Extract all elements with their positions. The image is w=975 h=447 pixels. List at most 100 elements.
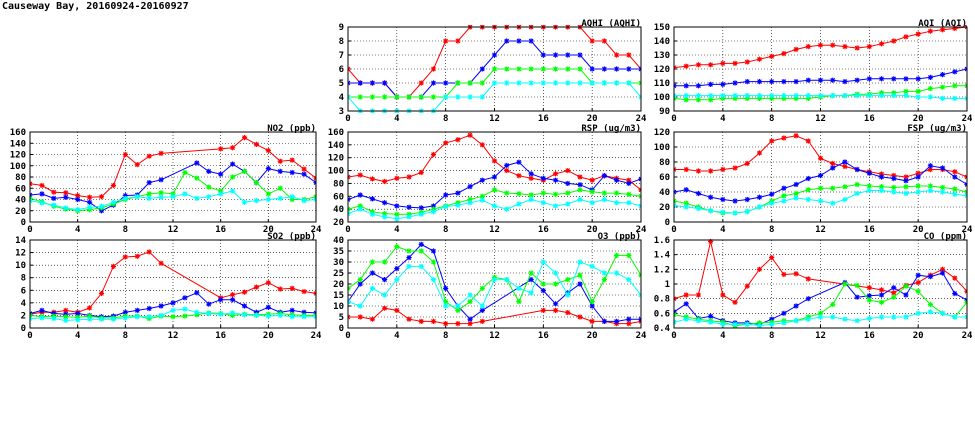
plot-frame <box>29 239 317 329</box>
data-point <box>86 305 93 311</box>
data-point <box>430 318 437 324</box>
data-point <box>455 202 461 208</box>
x-tick-label: 12 <box>489 331 500 341</box>
series-blue <box>674 159 967 204</box>
data-point <box>817 172 824 179</box>
data-point <box>158 177 164 183</box>
data-point <box>769 191 775 197</box>
data-point <box>357 80 363 86</box>
data-point <box>793 93 799 99</box>
data-point <box>394 307 400 313</box>
data-point <box>769 316 775 322</box>
series-blue <box>674 66 967 89</box>
data-point <box>265 196 271 203</box>
data-point <box>952 290 958 297</box>
data-point <box>577 66 583 72</box>
x-tick-label: 8 <box>443 331 448 341</box>
data-point <box>720 166 726 173</box>
data-point <box>708 194 714 200</box>
data-point <box>756 204 763 210</box>
data-point <box>756 93 763 99</box>
data-point <box>528 196 534 203</box>
data-point <box>357 303 363 309</box>
data-point <box>854 318 860 324</box>
x-tick-label: 12 <box>489 225 500 235</box>
data-point <box>357 94 363 100</box>
chart-title: FSP (ug/m3) <box>907 124 967 134</box>
data-point <box>394 203 400 209</box>
data-point <box>418 248 424 254</box>
data-point <box>406 316 412 322</box>
x-tick-label: 0 <box>27 331 32 341</box>
x-tick-label: 24 <box>636 331 647 341</box>
data-point <box>63 194 69 200</box>
data-point <box>51 202 57 208</box>
data-point <box>430 209 437 215</box>
y-tick-label: 8 <box>339 37 344 47</box>
data-point <box>927 74 933 80</box>
data-point <box>793 303 799 309</box>
data-point <box>467 316 473 322</box>
data-point <box>793 318 799 324</box>
data-point <box>357 206 363 212</box>
data-point <box>443 285 449 291</box>
x-tick-label: 8 <box>769 331 774 341</box>
data-point <box>491 174 498 180</box>
data-point <box>866 44 872 50</box>
y-tick-label: 20 <box>333 218 344 228</box>
data-point <box>878 93 885 99</box>
data-point <box>601 196 607 203</box>
data-point <box>357 172 363 178</box>
data-point <box>589 38 595 44</box>
data-point <box>218 191 224 197</box>
data-point <box>769 95 775 101</box>
data-point <box>455 303 461 309</box>
data-point <box>301 166 307 172</box>
data-point <box>467 299 473 305</box>
data-point <box>626 80 632 86</box>
data-point <box>39 307 45 313</box>
data-point <box>516 285 522 291</box>
data-point <box>939 72 946 78</box>
data-point <box>952 83 958 89</box>
data-point <box>695 318 702 324</box>
data-point <box>613 190 620 196</box>
data-point <box>805 138 811 144</box>
x-tick-label: 4 <box>720 114 726 124</box>
x-tick-label: 24 <box>636 225 647 235</box>
x-tick-label: 8 <box>769 225 774 235</box>
y-tick-label: 100 <box>654 93 670 103</box>
x-tick-label: 16 <box>864 225 875 235</box>
data-point <box>720 196 726 203</box>
data-point <box>939 84 946 90</box>
data-point <box>455 80 461 86</box>
data-point <box>552 301 559 307</box>
data-point <box>708 319 714 325</box>
y-tick-label: 9 <box>339 23 344 33</box>
y-tick-label: 5 <box>339 79 344 89</box>
data-point <box>903 88 909 94</box>
data-point <box>443 303 449 309</box>
y-tick-label: 0 <box>665 218 670 228</box>
data-point <box>915 189 921 195</box>
data-point <box>540 190 546 196</box>
series-green <box>674 83 967 103</box>
y-tick-label: 160 <box>328 128 344 138</box>
data-point <box>903 292 909 298</box>
data-point <box>63 314 69 320</box>
page-title: Causeway Bay, 20160924-20160927 <box>2 1 189 12</box>
data-point <box>369 211 376 217</box>
y-tick-label: 0 <box>339 324 344 334</box>
data-point <box>952 191 958 197</box>
data-point <box>504 206 510 212</box>
data-point <box>952 174 958 180</box>
y-tick-label: 100 <box>10 162 26 172</box>
data-point <box>915 310 921 316</box>
data-point <box>406 204 412 210</box>
data-point <box>805 316 811 322</box>
data-point <box>146 249 152 255</box>
data-point <box>241 135 248 141</box>
data-point <box>903 34 909 40</box>
data-point <box>939 270 946 276</box>
